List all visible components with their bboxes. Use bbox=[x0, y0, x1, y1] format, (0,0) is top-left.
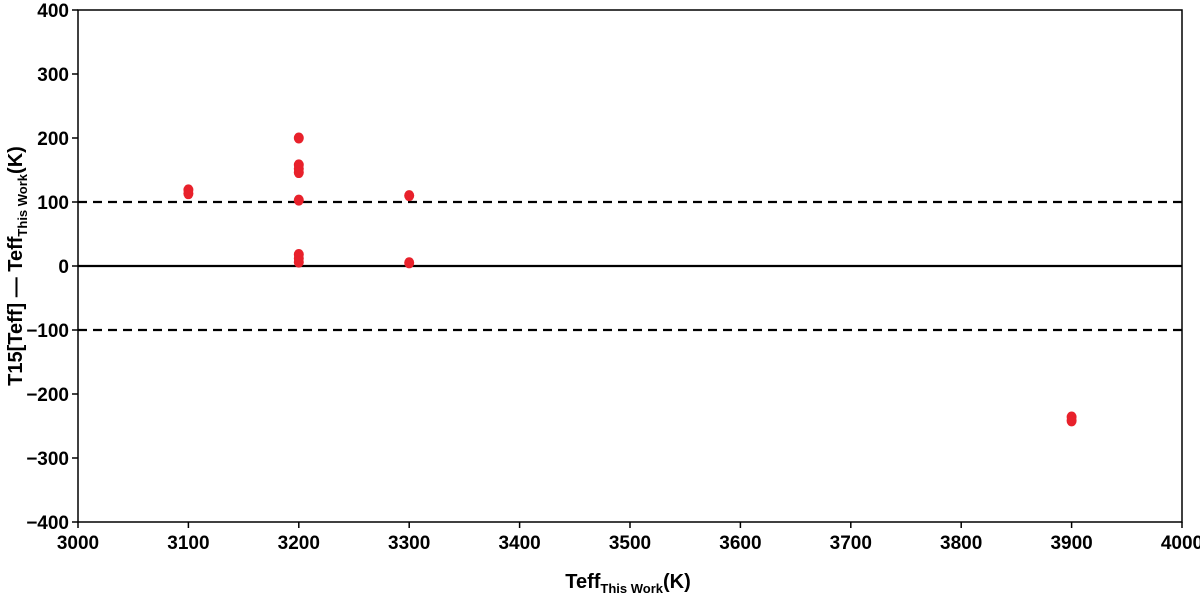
y-tick-label: 400 bbox=[37, 1, 69, 22]
y-tick-label: 0 bbox=[58, 257, 69, 278]
x-tick-label: 3700 bbox=[830, 533, 872, 554]
data-point bbox=[293, 167, 304, 179]
data-point bbox=[404, 257, 415, 269]
data-points bbox=[183, 132, 1077, 427]
x-tick-label: 3000 bbox=[57, 533, 99, 554]
y-axis-label: T15[Teff] — TeffThis Work(K) bbox=[5, 146, 30, 386]
x-tick-label: 3100 bbox=[167, 533, 209, 554]
x-tick-label: 3800 bbox=[940, 533, 982, 554]
y-axis-label-sub: This Work bbox=[15, 173, 30, 236]
x-axis-label-sub: This Work bbox=[600, 581, 663, 596]
y-axis-ticks: −400 −300 −200 −100 0 100 200 300 400 bbox=[26, 1, 78, 534]
y-tick-label: −300 bbox=[26, 449, 69, 470]
x-axis-label-unit: (K) bbox=[663, 571, 691, 593]
data-point bbox=[293, 256, 304, 268]
y-axis-label-unit: (K) bbox=[5, 146, 27, 174]
y-tick-label: 300 bbox=[37, 65, 69, 86]
x-tick-label: 3200 bbox=[278, 533, 320, 554]
y-axis-label-main: T15[Teff] — Teff bbox=[5, 236, 27, 386]
reference-lines bbox=[78, 200, 1182, 332]
x-tick-label: 3400 bbox=[498, 533, 540, 554]
x-tick-label: 3900 bbox=[1050, 533, 1092, 554]
x-tick-label: 4000 bbox=[1161, 533, 1200, 554]
y-tick-label: −400 bbox=[26, 513, 69, 534]
data-point bbox=[293, 194, 304, 206]
x-tick-label: 3600 bbox=[719, 533, 761, 554]
x-axis-ticks: 3000 3100 3200 3300 3400 3500 3600 3700 3800 3900… bbox=[57, 522, 1200, 554]
data-point bbox=[183, 184, 194, 196]
y-tick-label: −200 bbox=[26, 385, 69, 406]
y-tick-label: 200 bbox=[37, 129, 69, 150]
data-point bbox=[404, 190, 415, 202]
data-point bbox=[1066, 415, 1077, 427]
data-point bbox=[293, 132, 304, 144]
y-tick-label: 100 bbox=[37, 193, 69, 214]
x-axis-label: TeffThis Work(K) bbox=[565, 571, 691, 596]
x-tick-label: 3500 bbox=[609, 533, 651, 554]
x-tick-label: 3300 bbox=[388, 533, 430, 554]
x-axis-label-main: Teff bbox=[565, 571, 601, 593]
y-tick-label: −100 bbox=[26, 321, 69, 342]
